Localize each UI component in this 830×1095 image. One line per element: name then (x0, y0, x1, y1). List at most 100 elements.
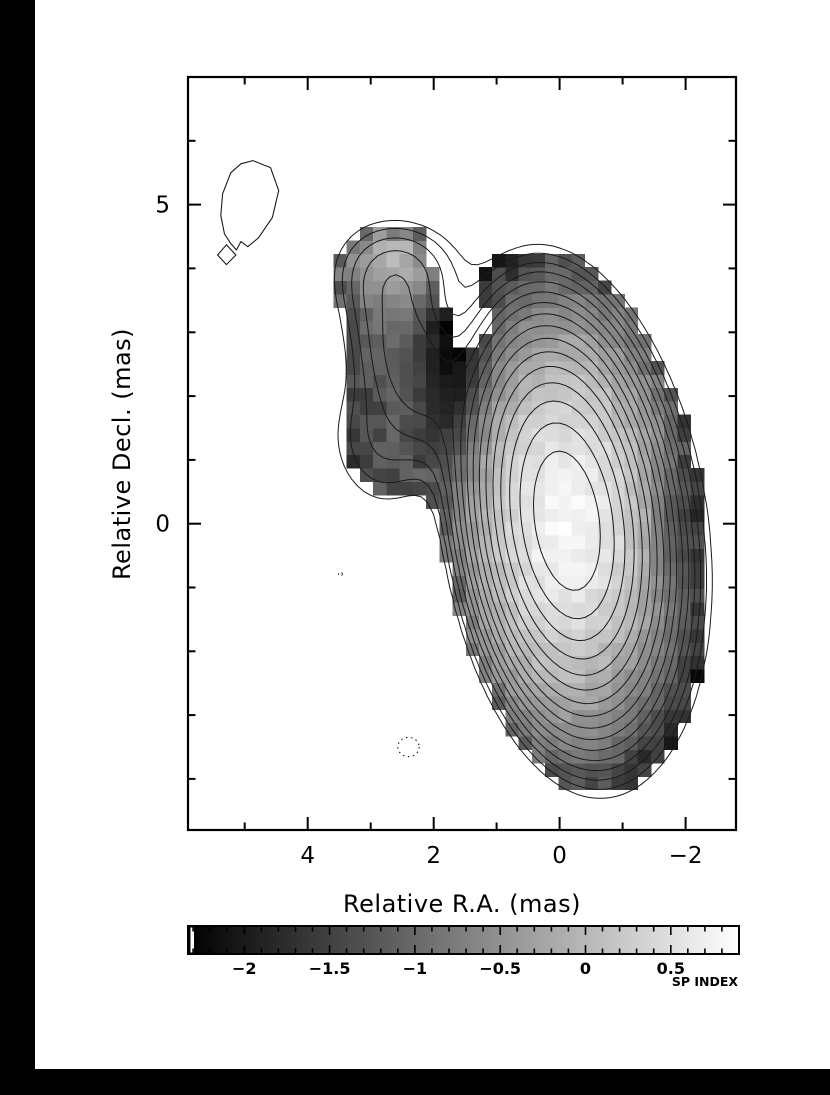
heatmap-cell (505, 414, 520, 429)
heatmap-cell (624, 736, 639, 750)
heatmap-cell (571, 615, 586, 630)
heatmap-cell (584, 374, 599, 389)
heatmap-cell (373, 401, 387, 415)
heatmap-cell (650, 481, 665, 496)
heatmap-cell (531, 347, 546, 362)
heatmap-cell (545, 615, 559, 630)
heatmap-cell (650, 441, 665, 456)
heatmap-cell (664, 615, 678, 630)
heatmap-cell (492, 414, 506, 429)
heatmap-cell (412, 374, 427, 389)
heatmap-cell (492, 588, 506, 603)
heatmap-cell (598, 347, 612, 362)
heatmap-cell (611, 736, 625, 750)
heatmap-cell (545, 293, 559, 308)
heatmap-cell (359, 374, 374, 389)
heatmap-cell (531, 293, 546, 308)
heatmap-cell (531, 548, 546, 563)
heatmap-cell (386, 226, 401, 241)
heatmap-cell (690, 615, 705, 630)
heatmap-cell (479, 387, 493, 402)
heatmap-cell (412, 334, 427, 348)
heatmap-cell (505, 709, 520, 724)
heatmap-cell (518, 253, 533, 268)
heatmap-cell (359, 441, 374, 456)
heatmap-cell (452, 441, 467, 456)
heatmap-cell (650, 494, 665, 509)
heatmap-cell (664, 669, 678, 683)
heatmap-cell (598, 427, 612, 442)
heatmap-cell (584, 615, 599, 630)
heatmap-cell (518, 307, 533, 322)
heatmap-cell (531, 642, 546, 657)
heatmap-cell (479, 454, 493, 469)
heatmap-cell (584, 695, 599, 710)
contour-line (472, 325, 665, 717)
heatmap-cell (571, 561, 586, 576)
heatmap-cell (664, 642, 678, 657)
heatmap-cell (426, 360, 440, 375)
heatmap-cell (571, 575, 586, 590)
heatmap-cell (465, 468, 480, 482)
heatmap-cell (611, 669, 625, 683)
heatmap-cell (545, 642, 559, 657)
heatmap-cell (439, 320, 453, 335)
heatmap-cell (624, 521, 639, 536)
heatmap-cell (558, 267, 572, 281)
heatmap-cell (650, 427, 665, 442)
heatmap-cell (584, 441, 599, 456)
heatmap-cell (598, 709, 612, 724)
heatmap-cell (611, 722, 625, 737)
heatmap-cell (518, 427, 533, 442)
heatmap-cell (545, 494, 559, 509)
heatmap-cell (611, 628, 625, 643)
heatmap-cell (412, 226, 427, 241)
heatmap-cell (650, 682, 665, 697)
heatmap-cell (558, 293, 572, 308)
heatmap-cell (584, 454, 599, 469)
heatmap-cell (373, 454, 387, 469)
heatmap-cell (545, 280, 559, 295)
heatmap-cell (386, 320, 401, 335)
heatmap-cell (531, 360, 546, 375)
heatmap-cell (545, 360, 559, 375)
heatmap-cell (373, 468, 387, 482)
heatmap-cell (650, 615, 665, 630)
heatmap-cell (584, 521, 599, 536)
heatmap-cell (505, 441, 520, 456)
x-tick-label: −2 (669, 843, 703, 869)
heatmap-cell (373, 441, 387, 456)
heatmap-cell (359, 293, 374, 308)
heatmap-cell (518, 736, 533, 750)
heatmap-cell (412, 387, 427, 402)
heatmap-cell (333, 267, 348, 281)
heatmap-cell (545, 347, 559, 362)
heatmap-cell (426, 280, 440, 295)
heatmap-cell (664, 468, 678, 482)
heatmap-cell (558, 374, 572, 389)
heatmap-cell (426, 441, 440, 456)
heatmap-cell (571, 548, 586, 563)
heatmap-cell (373, 253, 387, 268)
heatmap-cell (531, 454, 546, 469)
heatmap-cell (624, 695, 639, 710)
heatmap-cell (558, 347, 572, 362)
x-tick-label: 4 (300, 843, 315, 869)
heatmap-cell (373, 387, 387, 402)
heatmap-cell (584, 763, 599, 777)
heatmap-cell (518, 454, 533, 469)
heatmap-cell (439, 360, 453, 375)
heatmap-cell (664, 588, 678, 603)
heatmap-cell (399, 334, 414, 348)
heatmap-cell (505, 427, 520, 442)
heatmap-cell (346, 307, 361, 322)
heatmap-cell (545, 763, 559, 777)
heatmap-cell (452, 468, 467, 482)
heatmap-cell (571, 508, 586, 523)
heatmap-cell (545, 267, 559, 281)
heatmap-cell (545, 561, 559, 576)
heatmap-cell (492, 468, 506, 482)
heatmap-cell (373, 320, 387, 335)
heatmap-cell (598, 521, 612, 536)
heatmap-cell (611, 414, 625, 429)
